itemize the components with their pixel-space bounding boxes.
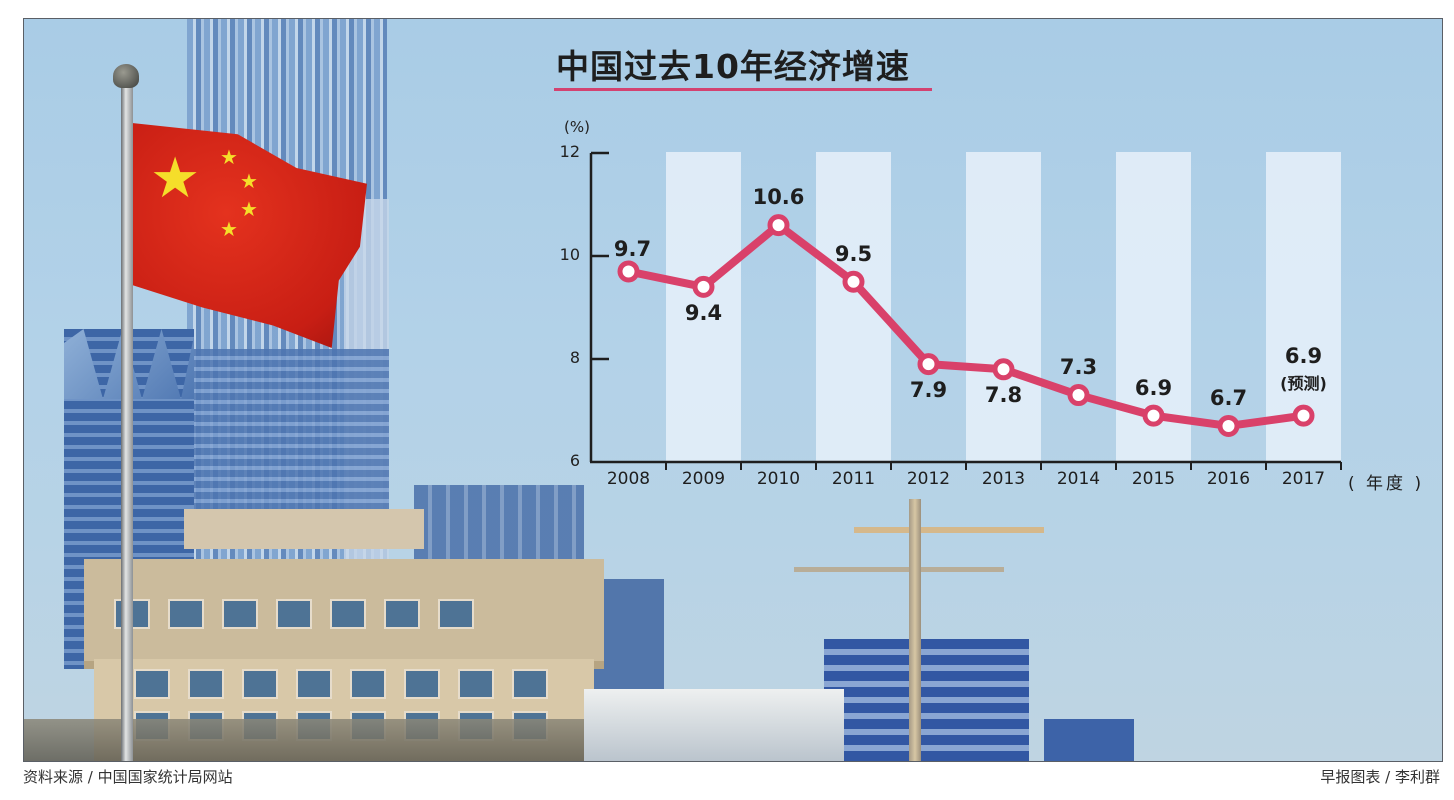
flagpole	[121, 79, 133, 761]
star-icon: ★	[240, 197, 258, 221]
data-point-marker	[992, 358, 1015, 381]
data-label: 10.6	[752, 185, 805, 210]
star-icon: ★	[220, 217, 238, 241]
building-beige-middle	[84, 559, 604, 669]
background-photo: ★ ★ ★ ★ ★	[23, 18, 1443, 762]
x-tick-label: 2017	[1281, 469, 1326, 489]
data-label: 9.4	[684, 300, 723, 325]
data-point-marker	[1217, 414, 1240, 437]
data-label: 6.9	[1134, 375, 1173, 400]
data-point-marker	[917, 353, 940, 376]
data-label: 7.8	[984, 383, 1023, 408]
column-band	[966, 152, 1041, 462]
x-tick-label: 2009	[681, 469, 726, 489]
data-label: 7.3	[1059, 355, 1098, 380]
flagpole-finial	[113, 64, 139, 88]
building-beige-top	[184, 509, 424, 549]
data-point-marker	[767, 214, 790, 237]
data-point-marker	[1067, 384, 1090, 407]
window-row	[134, 669, 548, 699]
building-small	[1044, 719, 1134, 761]
data-label: 7.9	[909, 378, 948, 403]
data-label: 6.9	[1284, 343, 1323, 368]
y-tick-label: 12	[559, 142, 580, 161]
data-label: 9.7	[613, 237, 652, 262]
growth-line	[624, 221, 1308, 430]
crane-jib-lower	[794, 567, 1004, 572]
x-tick-label: 2013	[981, 469, 1026, 489]
star-icon: ★	[220, 145, 238, 169]
x-tick-label: 2011	[831, 469, 876, 489]
x-tick-label: 2012	[906, 469, 951, 489]
title-underline	[554, 88, 932, 91]
source-credit: 资料来源 / 中国国家统计局网站	[23, 768, 233, 786]
data-point-marker	[1142, 404, 1165, 427]
x-tick-label: 2015	[1131, 469, 1176, 489]
y-tick-label: 8	[569, 348, 580, 367]
data-label: 6.7	[1209, 385, 1248, 410]
crane-jib	[854, 527, 1044, 533]
x-tick-label: 2010	[756, 469, 801, 489]
y-tick-label: 10	[559, 245, 580, 264]
x-axis-unit: ( 年度 )	[1348, 474, 1425, 494]
data-point-marker	[617, 260, 640, 283]
trees-foreground	[24, 719, 584, 761]
star-icon: ★	[150, 146, 201, 211]
crane-mast	[909, 499, 921, 761]
building-white	[584, 689, 844, 761]
data-label: 9.5	[834, 241, 873, 266]
y-axis-unit: (%)	[564, 118, 590, 136]
column-band	[666, 152, 741, 462]
x-tick-label: 2014	[1056, 469, 1101, 489]
data-point-marker	[1292, 404, 1315, 427]
star-icon: ★	[240, 169, 258, 193]
chart-title: 中国过去10年经济增速	[556, 47, 910, 86]
building-under-construction	[824, 639, 1029, 761]
forecast-annotation: (预测)	[1280, 373, 1327, 393]
data-point-marker	[692, 275, 715, 298]
y-tick-label: 6	[569, 451, 580, 470]
graphic-credit: 早报图表 / 李利群	[1320, 768, 1440, 786]
data-point-marker	[842, 270, 865, 293]
x-tick-label: 2008	[606, 469, 651, 489]
x-tick-label: 2016	[1206, 469, 1251, 489]
